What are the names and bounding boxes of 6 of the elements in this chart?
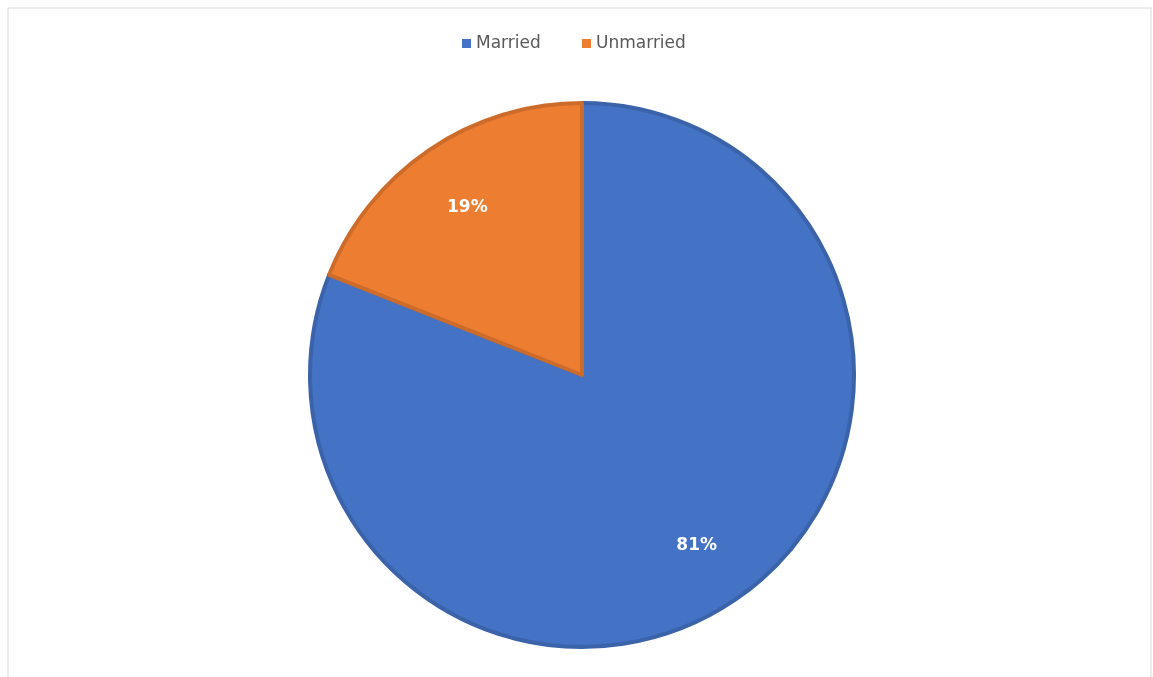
data-label: 19% bbox=[446, 196, 488, 217]
legend-label: Married bbox=[476, 32, 541, 52]
data-label: 81% bbox=[676, 533, 718, 554]
pie-slice bbox=[327, 101, 584, 377]
legend-label: Unmarried bbox=[596, 32, 686, 52]
pie-slice bbox=[308, 101, 856, 649]
